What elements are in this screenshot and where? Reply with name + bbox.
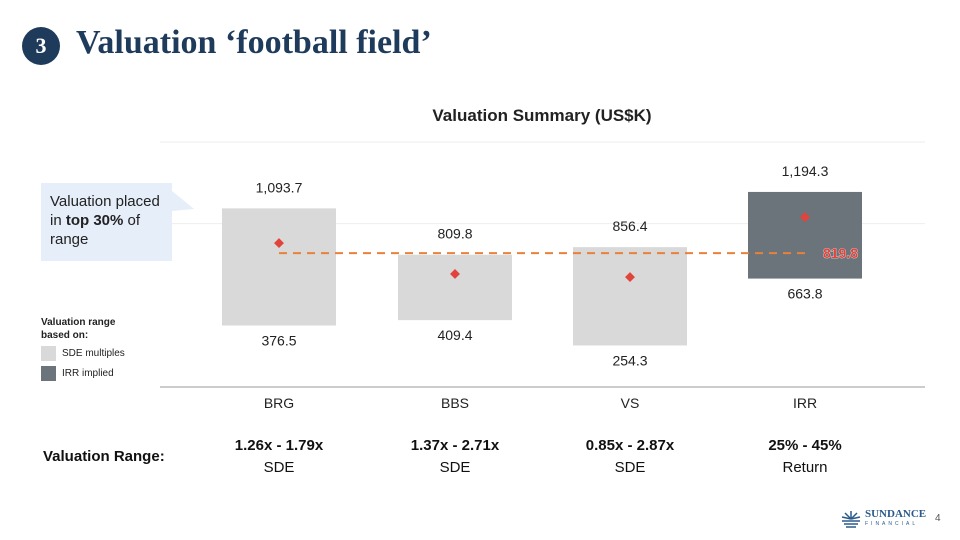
page-number: 4	[935, 513, 941, 524]
range-basis-brg: SDE	[263, 459, 295, 476]
section-number-badge: 3	[22, 27, 60, 65]
logo-subtext: FINANCIAL	[865, 521, 919, 527]
x-tick-bbs: BBS	[441, 395, 469, 411]
range-bar-irr	[748, 191, 862, 279]
midpoint-marker-vs	[625, 272, 635, 283]
midpoint-marker-brg	[274, 238, 284, 249]
low-label-irr: 663.8	[787, 286, 822, 302]
reference-line-label: 819.8	[823, 245, 858, 261]
range-multiple-bbs: 1.37x - 2.71x	[410, 437, 500, 454]
callout-box: Valuation placed in top 30% of range	[41, 183, 172, 261]
page-title: Valuation ‘football field’	[76, 24, 432, 61]
midpoint-marker-irr	[800, 212, 810, 223]
callout-bold: top 30%	[65, 212, 124, 229]
callout-text-end: of range	[50, 212, 141, 248]
x-tick-brg: BRG	[264, 395, 294, 411]
high-label-bbs: 809.8	[437, 226, 472, 242]
legend-swatch-sde	[41, 346, 56, 361]
x-tick-vs: VS	[621, 395, 640, 411]
valuation-range-label: Valuation Range:	[43, 448, 165, 465]
legend-swatch-irr	[41, 366, 56, 381]
high-label-irr: 1,194.3	[782, 163, 829, 179]
range-bar-brg	[222, 208, 336, 326]
legend-title: Valuation range based on:	[41, 317, 116, 341]
range-multiple-vs: 0.85x - 2.87x	[585, 437, 675, 454]
low-label-bbs: 409.4	[437, 327, 472, 343]
midpoint-marker-bbs	[450, 269, 460, 279]
range-bar-bbs	[398, 254, 512, 321]
chart-title: Valuation Summary (US$K)	[432, 106, 651, 125]
sundance-logo: SUNDANCE FINANCIAL	[840, 508, 926, 529]
legend-label-sde: SDE multiples	[62, 348, 125, 359]
x-tick-irr: IRR	[793, 395, 817, 411]
range-basis-bbs: SDE	[439, 459, 471, 476]
legend-label-irr: IRR implied	[62, 368, 114, 379]
high-label-vs: 856.4	[612, 218, 647, 234]
logo-text: SUNDANCE	[865, 508, 927, 520]
range-bar-vs	[573, 247, 687, 346]
range-basis-irr: Return	[782, 459, 828, 476]
range-multiple-brg: 1.26x - 1.79x	[234, 437, 324, 454]
low-label-vs: 254.3	[612, 352, 647, 368]
range-basis-vs: SDE	[614, 459, 646, 476]
low-label-brg: 376.5	[261, 333, 296, 349]
high-label-brg: 1,093.7	[256, 179, 303, 195]
callout-text: Valuation placed in	[50, 193, 160, 229]
sun-icon	[841, 510, 861, 528]
range-multiple-irr: 25% - 45%	[768, 437, 842, 454]
